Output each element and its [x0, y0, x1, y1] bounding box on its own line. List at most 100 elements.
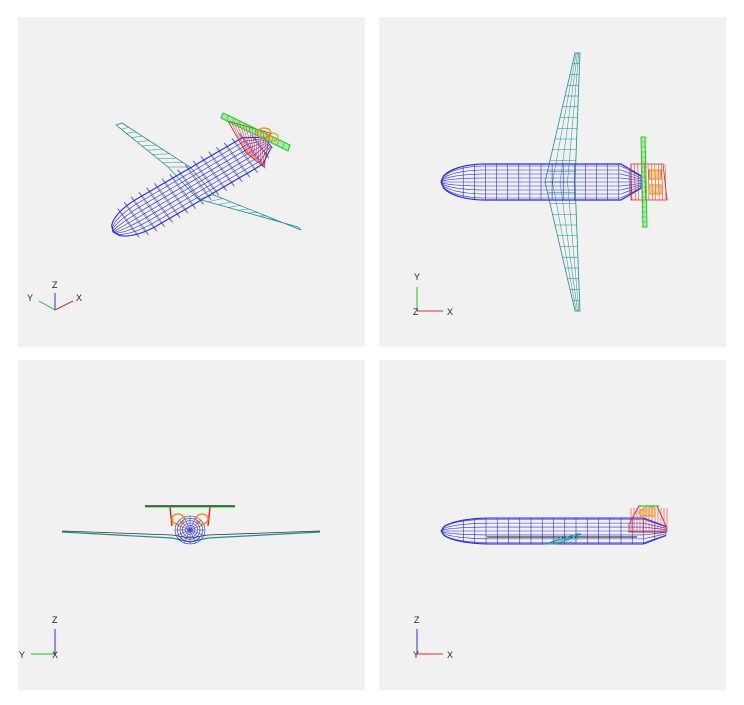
fuselage-radial — [179, 519, 191, 531]
fuselage-radial — [189, 529, 204, 536]
vtail-rib — [630, 163, 633, 201]
wing-spar — [567, 52, 579, 183]
z-axis-label: Z — [414, 615, 420, 625]
fuselage-stringer — [112, 145, 271, 235]
x-axis-label: X — [447, 307, 453, 317]
fuselage-frame — [207, 151, 236, 187]
engine-nacelle — [648, 169, 662, 195]
htail-rib — [282, 142, 285, 149]
htail-rib — [270, 136, 274, 143]
wing-rib — [297, 226, 302, 231]
fuselage-radial — [176, 529, 191, 536]
wing-rib — [277, 221, 284, 224]
fuselage-radial — [179, 529, 191, 541]
top-viewport[interactable]: Y Z X — [379, 17, 726, 347]
vtail-rib — [239, 124, 252, 158]
htail-rib — [231, 118, 235, 124]
fuselage-frame — [176, 169, 205, 205]
vtail-outline — [630, 163, 668, 201]
y-axis-label: Y — [413, 650, 419, 660]
htail-rib — [220, 112, 224, 119]
z-axis-label: Z — [52, 615, 58, 625]
vtail-right — [207, 506, 211, 527]
fuselage-frame — [231, 137, 259, 174]
y-axis-label: Y — [19, 650, 25, 660]
wing-spar — [567, 181, 579, 312]
htail-rib — [243, 123, 246, 130]
fuselage-frame — [130, 196, 158, 232]
y-axis-line — [38, 300, 56, 311]
fuselage-cross-section — [174, 515, 206, 545]
isometric-viewport[interactable]: Z Y X — [18, 17, 365, 347]
wing-rib — [136, 140, 150, 143]
wing-rib — [287, 223, 293, 227]
engine-nacelle-side — [638, 505, 656, 517]
wing-rib — [121, 127, 129, 130]
wing-rib — [217, 201, 232, 205]
fuselage-stringer — [112, 140, 268, 233]
y-axis-label: Y — [27, 293, 33, 303]
fuselage-radial — [189, 524, 204, 531]
fuselage-frame — [161, 178, 189, 214]
wing-rib — [147, 149, 163, 151]
engine-nacelle — [638, 505, 659, 517]
wing-rib — [570, 535, 582, 545]
wing-rib — [566, 535, 579, 545]
x-axis-line — [54, 300, 74, 311]
vtail-rib — [647, 163, 650, 201]
x-axis-label: X — [76, 293, 82, 303]
vtail-rib — [233, 122, 249, 156]
engine-right — [648, 184, 662, 195]
wing-rib — [558, 535, 573, 545]
fuselage-radial — [189, 516, 196, 531]
htail-rib — [248, 126, 252, 132]
vtail-rib — [245, 126, 254, 160]
wing-rib — [207, 198, 223, 203]
front-viewport[interactable]: Z Y X — [18, 360, 365, 690]
wing-rib — [126, 131, 136, 134]
wing-wireframe — [115, 122, 302, 231]
vtail-outline — [628, 505, 667, 533]
fuselage-radial — [184, 529, 191, 544]
vtail-rib — [263, 132, 271, 168]
wing-rib — [546, 535, 564, 545]
fuselage-frame — [184, 164, 212, 201]
isometric-view-drawing: Z Y X — [27, 112, 302, 311]
wing-rib — [152, 153, 170, 155]
htail-rib — [254, 128, 257, 135]
wing-spar — [552, 181, 577, 312]
horizontal-tail-wireframe — [220, 112, 291, 152]
wing-wireframe — [544, 533, 582, 545]
axis-triad: Z Y X — [19, 615, 58, 660]
axis-triad: Z Y X — [27, 280, 82, 311]
vtail-rib — [661, 163, 663, 201]
htail-rib — [226, 115, 229, 121]
wing-rib — [237, 208, 249, 211]
vtail-rib — [634, 163, 636, 201]
vtail-rib — [236, 123, 251, 157]
fuselage-frame — [250, 134, 270, 159]
engine-nacelle — [256, 127, 279, 142]
vtail-rib — [227, 120, 247, 154]
wing-rib — [131, 135, 143, 138]
wing-rib — [227, 205, 241, 208]
wing-rib — [562, 535, 576, 545]
htail-rib — [259, 131, 263, 138]
horizontal-tail-wireframe — [145, 505, 235, 508]
wing-rib — [267, 218, 275, 220]
fuselage-frame — [223, 142, 251, 178]
engine-right — [267, 132, 279, 142]
fuselage-radial — [189, 519, 201, 531]
x-axis-label: X — [447, 650, 453, 660]
vtail-rib — [259, 130, 262, 165]
x-axis-label: X — [52, 650, 58, 660]
vtail-rib — [230, 121, 248, 155]
htail-rib — [237, 120, 241, 127]
fuselage-radial — [189, 529, 196, 544]
fuselage-stringer — [112, 138, 266, 233]
fuselage-stringer — [112, 141, 269, 233]
z-axis-label: Z — [413, 307, 419, 317]
wing-spar — [559, 181, 578, 312]
side-viewport[interactable]: Z Y X — [379, 360, 726, 690]
htail-rib — [276, 139, 280, 146]
